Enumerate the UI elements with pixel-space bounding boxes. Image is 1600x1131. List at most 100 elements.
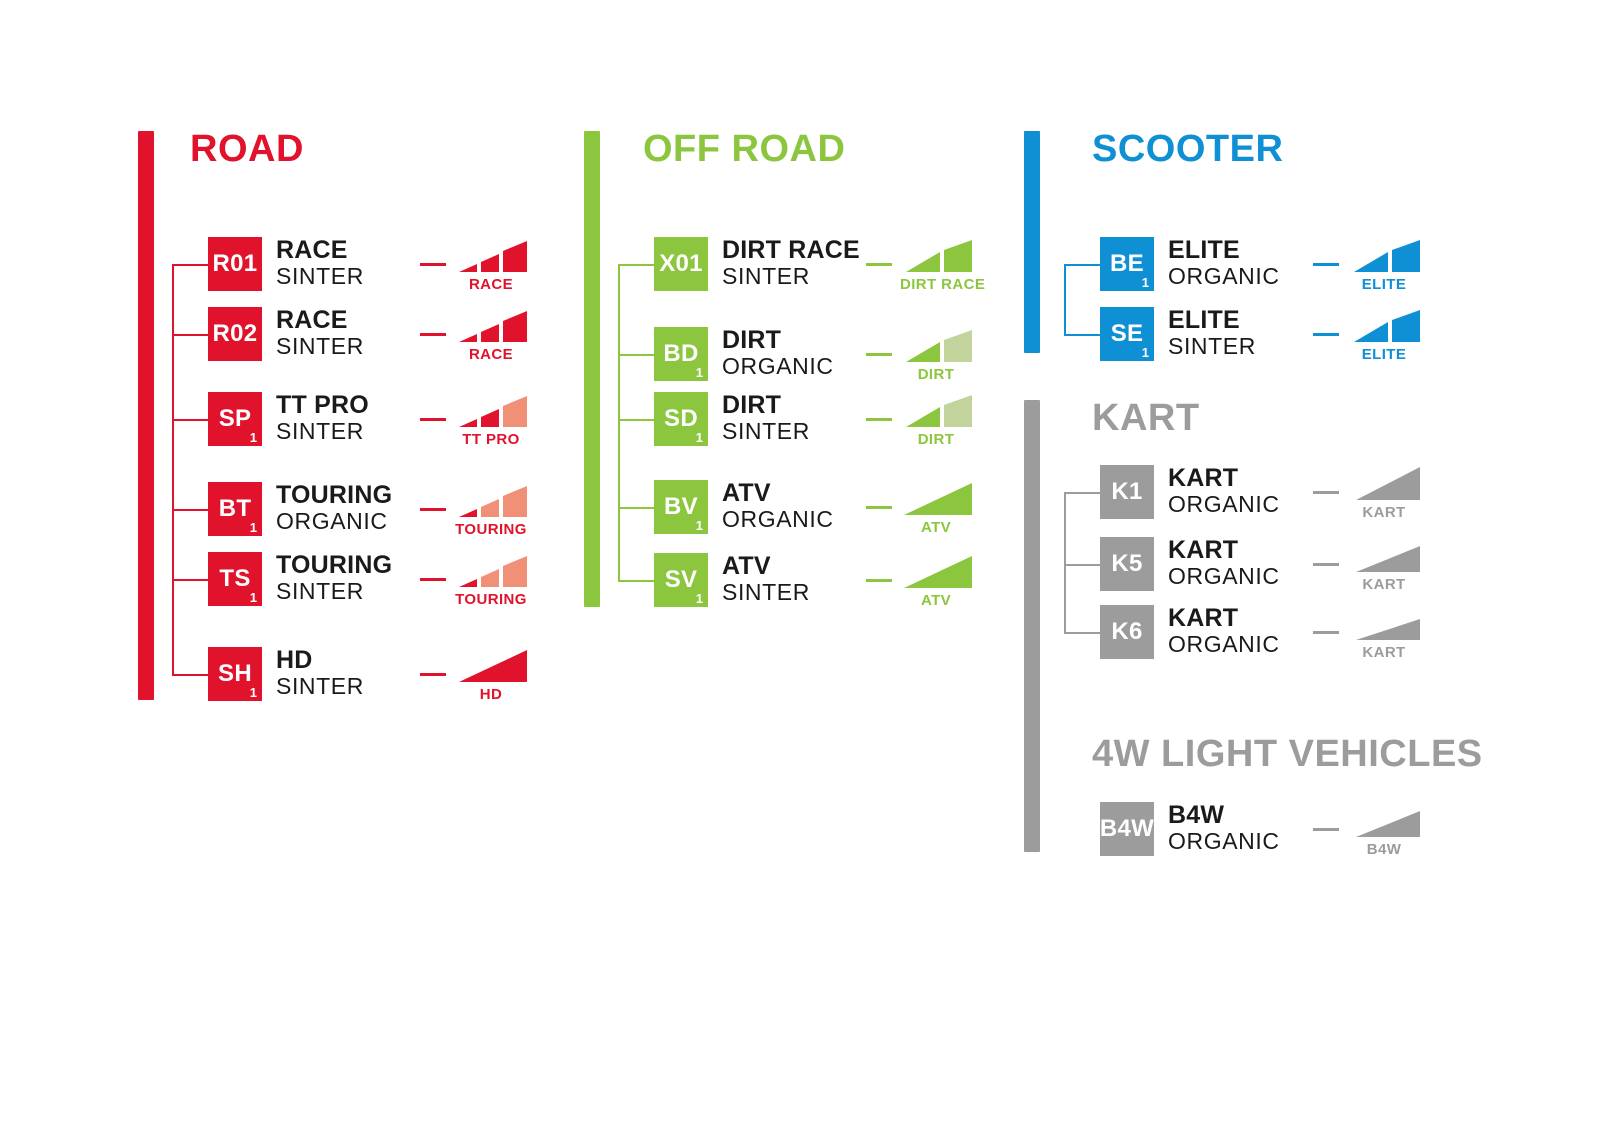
product-row[interactable]: X01 DIRT RACE SINTER <box>654 237 860 291</box>
tree-branch <box>618 507 654 509</box>
tree-connector-scooter <box>1064 264 1104 336</box>
product-code: BE <box>1110 250 1144 277</box>
product-name: TOURING <box>276 481 393 510</box>
product-code: SH <box>218 660 252 687</box>
row-dash-separator <box>866 353 892 356</box>
product-labels: KART ORGANIC <box>1168 538 1280 589</box>
product-name: TT PRO <box>276 391 369 420</box>
tree-branch <box>172 264 208 266</box>
product-labels: TOURING SINTER <box>276 553 392 604</box>
performance-bars-icon <box>1356 619 1420 640</box>
performance-bars-icon <box>1356 546 1420 572</box>
product-labels: RACE SINTER <box>276 238 364 289</box>
product-code-subscript: 1 <box>1141 345 1149 360</box>
performance-label: RACE <box>468 346 514 363</box>
product-code-subscript: 1 <box>249 590 257 605</box>
product-row[interactable]: R02 RACE SINTER <box>208 307 364 361</box>
product-row[interactable]: K6 KART ORGANIC <box>1100 605 1280 659</box>
product-name: TOURING <box>276 551 393 580</box>
product-compound: SINTER <box>276 577 364 604</box>
product-row[interactable]: BV 1 ATV ORGANIC <box>654 480 834 534</box>
product-row[interactable]: B4W B4W ORGANIC <box>1100 802 1280 856</box>
product-name: KART <box>1168 604 1239 633</box>
row-dash-separator <box>866 506 892 509</box>
product-labels: DIRT ORGANIC <box>722 328 834 379</box>
tree-branch <box>172 674 208 676</box>
performance-indicator: KART <box>1348 538 1420 592</box>
row-dash-separator <box>420 333 446 336</box>
product-name: RACE <box>276 306 348 335</box>
product-code: K6 <box>1111 618 1143 645</box>
product-labels: ELITE SINTER <box>1168 308 1256 359</box>
product-compound: SINTER <box>722 578 810 605</box>
performance-bars-icon <box>459 650 527 682</box>
product-code: SE <box>1110 320 1144 347</box>
performance-indicator: RACE <box>455 238 527 292</box>
row-dash-separator <box>866 579 892 582</box>
product-labels: TOURING ORGANIC <box>276 483 392 534</box>
performance-bars-icon <box>906 240 972 272</box>
product-labels: RACE SINTER <box>276 308 364 359</box>
product-name: DIRT <box>722 391 782 420</box>
product-row[interactable]: SP 1 TT PRO SINTER <box>208 392 369 446</box>
product-row[interactable]: BD 1 DIRT ORGANIC <box>654 327 834 381</box>
performance-label: ELITE <box>1361 346 1407 363</box>
performance-bars-icon <box>904 483 972 515</box>
product-labels: DIRT RACE SINTER <box>722 238 860 289</box>
performance-indicator: ELITE <box>1348 238 1420 292</box>
product-code: B4W <box>1099 815 1155 842</box>
product-code: K5 <box>1111 550 1143 577</box>
performance-bars-icon <box>459 241 527 272</box>
tree-branch <box>618 264 654 266</box>
performance-indicator: ELITE <box>1348 308 1420 362</box>
tree-connector-road <box>172 264 212 676</box>
row-dash-separator <box>1313 491 1339 494</box>
product-code-box: BD 1 <box>654 327 708 381</box>
performance-indicator: KART <box>1348 466 1420 520</box>
product-name: ELITE <box>1168 236 1240 265</box>
product-name: KART <box>1168 464 1239 493</box>
product-row[interactable]: SH 1 HD SINTER <box>208 647 364 701</box>
performance-bars-icon <box>906 395 972 427</box>
performance-bars-icon <box>459 311 527 342</box>
performance-bars-icon <box>459 486 527 517</box>
product-code: BT <box>218 495 252 522</box>
row-dash-separator <box>866 418 892 421</box>
product-row[interactable]: SE 1 ELITE SINTER <box>1100 307 1256 361</box>
product-code-box: SP 1 <box>208 392 262 446</box>
tree-branch <box>172 334 208 336</box>
tree-branch <box>172 509 208 511</box>
product-compound: SINTER <box>276 332 364 359</box>
product-row[interactable]: SD 1 DIRT SINTER <box>654 392 810 446</box>
row-dash-separator <box>420 263 446 266</box>
product-row[interactable]: TS 1 TOURING SINTER <box>208 552 392 606</box>
product-code-box: K5 <box>1100 537 1154 591</box>
section-title-lightvehicles: 4W LIGHT VEHICLES <box>1092 733 1483 775</box>
product-code-box: X01 <box>654 237 708 291</box>
product-row[interactable]: R01 RACE SINTER <box>208 237 364 291</box>
product-code-box: SD 1 <box>654 392 708 446</box>
product-compound: ORGANIC <box>1168 630 1280 657</box>
performance-bars-icon <box>1356 811 1420 837</box>
product-code-box: R01 <box>208 237 262 291</box>
product-row[interactable]: BE 1 ELITE ORGANIC <box>1100 237 1280 291</box>
performance-label: DIRT <box>917 366 955 383</box>
performance-label: TOURING <box>455 521 527 538</box>
product-row[interactable]: K1 KART ORGANIC <box>1100 465 1280 519</box>
product-row[interactable]: BT 1 TOURING ORGANIC <box>208 482 392 536</box>
section-title-road: ROAD <box>190 128 304 170</box>
product-labels: ELITE ORGANIC <box>1168 238 1280 289</box>
product-row[interactable]: K5 KART ORGANIC <box>1100 537 1280 591</box>
product-code-box: SH 1 <box>208 647 262 701</box>
performance-indicator: KART <box>1348 606 1420 660</box>
row-dash-separator <box>866 263 892 266</box>
product-compound: ORGANIC <box>276 507 388 534</box>
product-compound: ORGANIC <box>722 505 834 532</box>
performance-label: B4W <box>1366 841 1402 858</box>
product-row[interactable]: SV 1 ATV SINTER <box>654 553 810 607</box>
row-dash-separator <box>1313 263 1339 266</box>
product-labels: ATV SINTER <box>722 554 810 605</box>
product-code: BD <box>663 340 699 367</box>
section-spine-scooter <box>1024 131 1040 353</box>
